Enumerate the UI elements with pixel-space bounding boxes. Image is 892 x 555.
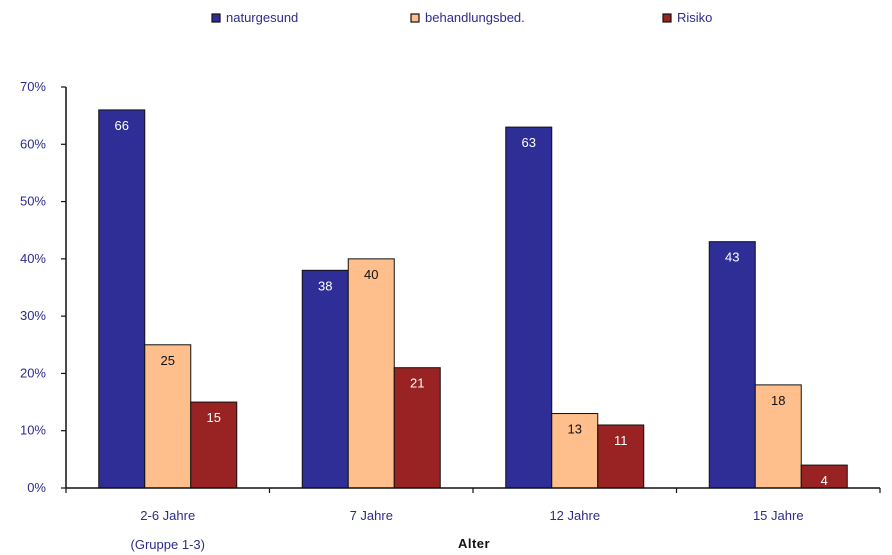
y-tick-label: 30% — [20, 308, 46, 323]
x-tick-label: 12 Jahre — [549, 508, 600, 523]
legend-swatch — [211, 13, 221, 23]
y-tick-label: 40% — [20, 251, 46, 266]
x-axis: 2-6 Jahre (Gruppe 1-3) 7 Jahre 12 Jahre 15 J… — [65, 487, 881, 552]
bar-naturgesund — [98, 109, 146, 489]
legend: naturgesund behandlungsbed. Risiko — [211, 10, 712, 25]
x-tick-sublabel: (Gruppe 1-3) — [131, 537, 205, 552]
y-tick-label: 50% — [20, 194, 46, 209]
y-axis: 0% 10% 20% 30% 40% 50% 60% 70% — [20, 79, 67, 495]
bars: 66 25 15 38 40 21 63 13 11 43 18 4 — [98, 109, 848, 489]
bar-naturgesund — [301, 269, 349, 489]
data-label: 4 — [821, 473, 828, 488]
data-label: 15 — [207, 410, 221, 425]
y-tick-label: 70% — [20, 79, 46, 94]
data-label: 25 — [161, 353, 175, 368]
data-label: 38 — [318, 278, 332, 293]
data-label: 18 — [771, 393, 785, 408]
data-label: 21 — [410, 376, 424, 391]
y-tick-label: 20% — [20, 365, 46, 380]
bar-behandlungsbed — [347, 258, 395, 489]
y-tick-label: 10% — [20, 423, 46, 438]
legend-label: Risiko — [677, 10, 712, 25]
x-tick-label: 7 Jahre — [350, 508, 393, 523]
x-tick-label: 2-6 Jahre — [140, 508, 195, 523]
data-label: 63 — [522, 135, 536, 150]
data-label: 13 — [568, 422, 582, 437]
y-tick-label: 60% — [20, 136, 46, 151]
bar-behandlungsbed — [754, 384, 802, 489]
data-label: 43 — [725, 250, 739, 265]
legend-label: naturgesund — [226, 10, 298, 25]
legend-label: behandlungsbed. — [425, 10, 525, 25]
x-axis-title: Alter — [458, 536, 490, 551]
data-label: 11 — [614, 433, 628, 448]
legend-swatch — [410, 13, 420, 23]
y-tick-label: 0% — [27, 480, 46, 495]
bar-naturgesund — [505, 126, 553, 489]
data-label: 66 — [115, 118, 129, 133]
x-tick-label: 15 Jahre — [753, 508, 804, 523]
data-label: 40 — [364, 267, 378, 282]
legend-swatch — [662, 13, 672, 23]
bar-naturgesund — [708, 241, 756, 489]
